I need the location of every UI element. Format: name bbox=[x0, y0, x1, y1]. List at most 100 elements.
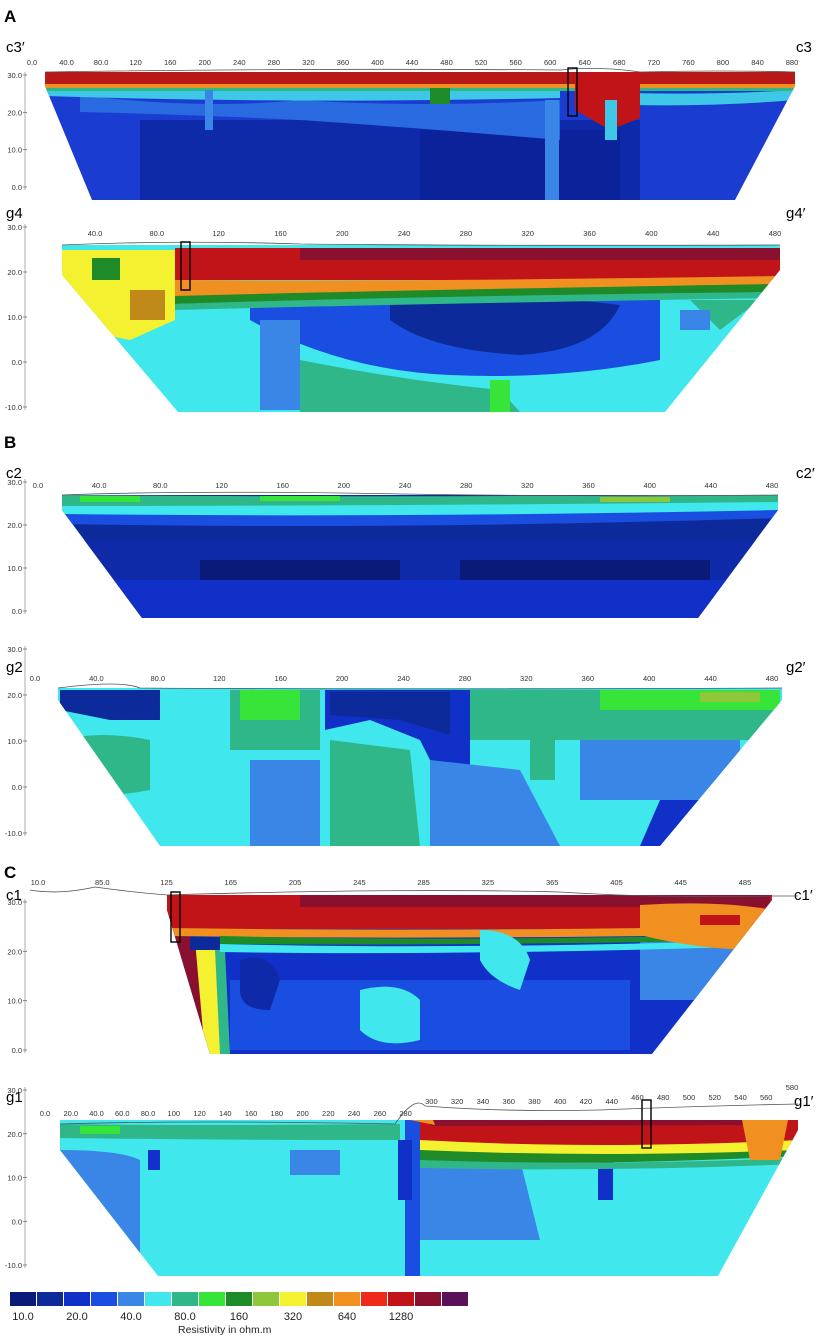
section-g4-end-label: g4′ bbox=[786, 205, 806, 222]
x-tick-label: 60.0 bbox=[115, 1109, 130, 1118]
section-c1-borehole-marker bbox=[170, 891, 181, 943]
section-c2-x-ticks: 0.0 40.0 80.0 120 160 200 240 280 320 360 400 440 48… bbox=[33, 481, 778, 490]
legend-tick-label: 160 bbox=[230, 1311, 248, 1323]
y-tick-label: 20.0 bbox=[7, 268, 22, 277]
x-tick-label: 300 bbox=[425, 1097, 438, 1106]
x-tick-label: 320 bbox=[521, 229, 534, 238]
x-tick-label: 40.0 bbox=[89, 674, 104, 683]
section-g2-image bbox=[58, 688, 782, 846]
y-tick-label: 10.0 bbox=[7, 997, 22, 1006]
x-tick-label: 320 bbox=[302, 58, 315, 67]
y-tick-label: 10.0 bbox=[7, 146, 22, 155]
y-tick-label: 0.0 bbox=[12, 783, 22, 792]
x-tick-label: 120 bbox=[213, 674, 226, 683]
y-tick-label: 10.0 bbox=[7, 313, 22, 322]
x-tick-label: 240 bbox=[233, 58, 246, 67]
section-c2-y-ticks: 30.0 20.0 10.0 0.0 bbox=[7, 478, 27, 616]
section-g2-x-ticks: 0.0 40.0 80.0 120 160 200 240 280 320 360 400 440 48… bbox=[30, 674, 778, 683]
x-tick-label: 120 bbox=[193, 1109, 206, 1118]
x-tick-label: 240 bbox=[348, 1109, 361, 1118]
legend-tick-label: 640 bbox=[338, 1311, 356, 1323]
x-tick-label: 420 bbox=[580, 1097, 593, 1106]
x-tick-label: 220 bbox=[322, 1109, 335, 1118]
x-tick-label: 480 bbox=[766, 481, 779, 490]
y-tick-label: 30.0 bbox=[7, 898, 22, 907]
y-tick-label: -10.0 bbox=[5, 829, 22, 838]
x-tick-label: 320 bbox=[520, 674, 533, 683]
y-tick-label: 30.0 bbox=[7, 645, 22, 654]
x-tick-label: 500 bbox=[683, 1093, 696, 1102]
legend-swatch bbox=[10, 1292, 36, 1306]
legend-tick-label: 80.0 bbox=[174, 1311, 195, 1323]
section-c2-image bbox=[62, 495, 778, 618]
legend-swatch bbox=[118, 1292, 144, 1306]
section-g4: g4 g4′ 40.0 80.0 120 160 200 240 280 320 360 400 4… bbox=[5, 205, 806, 412]
x-tick-label: 400 bbox=[645, 229, 658, 238]
x-tick-label: 800 bbox=[717, 58, 730, 67]
x-tick-label: 160 bbox=[164, 58, 177, 67]
y-tick-label: 0.0 bbox=[12, 358, 22, 367]
x-tick-label: 260 bbox=[374, 1109, 387, 1118]
y-tick-label: 20.0 bbox=[7, 691, 22, 700]
section-g1-x-ticks: 0.0 20.0 40.0 60.0 80.0 100 120 140 160 180 200 220… bbox=[40, 1083, 798, 1118]
legend-swatch bbox=[37, 1292, 63, 1306]
x-tick-label: 360 bbox=[583, 229, 596, 238]
x-tick-label: 840 bbox=[751, 58, 764, 67]
legend-swatch bbox=[307, 1292, 333, 1306]
section-c3-borehole-marker bbox=[567, 67, 578, 117]
x-tick-label: 160 bbox=[274, 229, 287, 238]
y-tick-label: 20.0 bbox=[7, 947, 22, 956]
x-tick-label: 240 bbox=[397, 674, 410, 683]
section-c1-image bbox=[167, 895, 772, 1054]
x-tick-label: 120 bbox=[212, 229, 225, 238]
y-tick-label: 10.0 bbox=[7, 1174, 22, 1183]
x-tick-label: 200 bbox=[338, 481, 351, 490]
x-tick-label: 360 bbox=[582, 481, 595, 490]
x-tick-label: 640 bbox=[578, 58, 591, 67]
y-tick-label: 30.0 bbox=[7, 478, 22, 487]
section-g1-end-label: g1′ bbox=[794, 1093, 814, 1110]
x-tick-label: 125 bbox=[160, 878, 173, 887]
y-tick-label: 0.0 bbox=[12, 183, 22, 192]
x-tick-label: 540 bbox=[734, 1093, 747, 1102]
legend-swatch bbox=[91, 1292, 117, 1306]
section-g4-y-ticks: 30.0 20.0 10.0 0.0 -10.0 bbox=[5, 223, 27, 412]
section-c1-y-ticks: 30.0 20.0 10.0 0.0 bbox=[7, 898, 27, 1055]
x-tick-label: 280 bbox=[399, 1109, 412, 1118]
y-tick-label: 20.0 bbox=[7, 521, 22, 530]
x-tick-label: 165 bbox=[225, 878, 238, 887]
section-c2: c2 c2′ 0.0 40.0 80.0 120 160 200 240 280 320 360 4… bbox=[6, 465, 815, 618]
legend-swatch bbox=[388, 1292, 414, 1306]
legend-swatch bbox=[253, 1292, 279, 1306]
x-tick-label: 760 bbox=[682, 58, 695, 67]
x-tick-label: 400 bbox=[643, 674, 656, 683]
x-tick-label: 440 bbox=[605, 1097, 618, 1106]
legend-tick-label: 20.0 bbox=[66, 1311, 87, 1323]
section-c1-x-ticks: 10.0 85.0 125 165 205 245 285 325 365 405 445 485 bbox=[31, 878, 752, 887]
x-tick-label: 580 bbox=[786, 1083, 799, 1092]
x-tick-label: 10.0 bbox=[31, 878, 46, 887]
x-tick-label: 285 bbox=[417, 878, 430, 887]
section-c2-start-label: c2 bbox=[6, 465, 22, 482]
section-c1: c1 c1′ 10.0 85.0 125 165 205 245 285 325 365 405 4… bbox=[6, 878, 813, 1055]
x-tick-label: 140 bbox=[219, 1109, 232, 1118]
legend-swatch bbox=[199, 1292, 225, 1306]
section-c3-end-label: c3 bbox=[796, 39, 812, 56]
x-tick-label: 245 bbox=[353, 878, 366, 887]
legend-swatch bbox=[442, 1292, 468, 1306]
x-tick-label: 440 bbox=[406, 58, 419, 67]
x-tick-label: 460 bbox=[631, 1093, 644, 1102]
section-c3-y-ticks: 30.0 20.0 10.0 0.0 bbox=[7, 71, 27, 192]
y-tick-label: 30.0 bbox=[7, 1086, 22, 1095]
x-tick-label: 200 bbox=[198, 58, 211, 67]
x-tick-label: 180 bbox=[271, 1109, 284, 1118]
section-c3: c3′ c3 0.0 40.0 80.0 120 160 200 240 280 320 360 4… bbox=[6, 39, 812, 200]
section-g4-x-ticks: 40.0 80.0 120 160 200 240 280 320 360 400 440 480 bbox=[88, 229, 782, 238]
x-tick-label: 160 bbox=[276, 481, 289, 490]
x-tick-label: 360 bbox=[337, 58, 350, 67]
x-tick-label: 280 bbox=[268, 58, 281, 67]
x-tick-label: 80.0 bbox=[141, 1109, 156, 1118]
y-tick-label: 30.0 bbox=[7, 223, 22, 232]
x-tick-label: 0.0 bbox=[40, 1109, 50, 1118]
